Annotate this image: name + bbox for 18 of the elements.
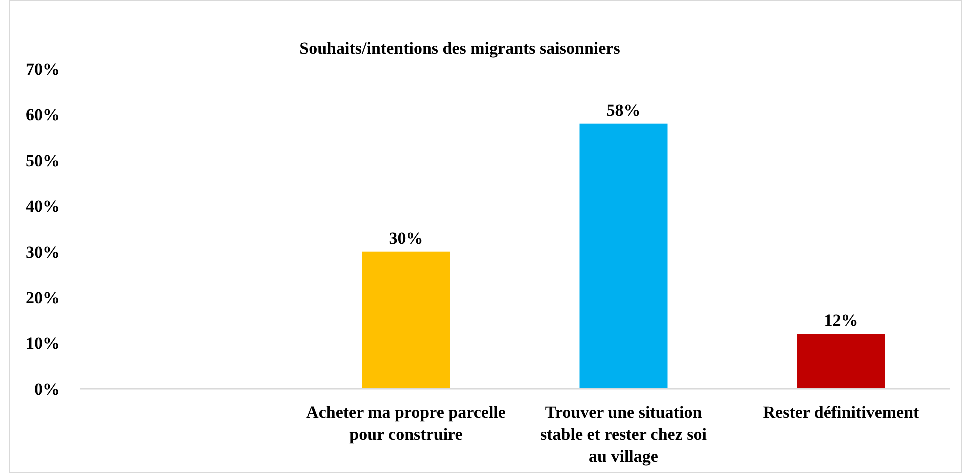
data-label: 30% [389,228,424,248]
x-tick-label: Rester définitivement [763,403,920,422]
bar [362,252,450,389]
data-label: 58% [606,100,641,120]
bar [797,334,886,389]
y-tick-label: 20% [26,288,60,308]
chart-title: Souhaits/intentions des migrants saisonniers [300,39,621,58]
y-tick-label: 60% [26,106,60,125]
x-tick-label: Trouver une situation stable et rester chez soi au village [540,403,708,466]
y-tick-label: 70% [26,60,60,79]
x-tick-label: Acheter ma propre parcelle pour construire [306,403,506,444]
bar [580,124,668,389]
data-label: 12% [824,311,858,330]
y-tick-label: 50% [26,151,60,170]
y-tick-label: 30% [26,242,60,262]
y-tick-label: 10% [26,334,60,354]
y-tick-label: 40% [26,197,60,216]
y-tick-label: 0% [34,380,60,399]
